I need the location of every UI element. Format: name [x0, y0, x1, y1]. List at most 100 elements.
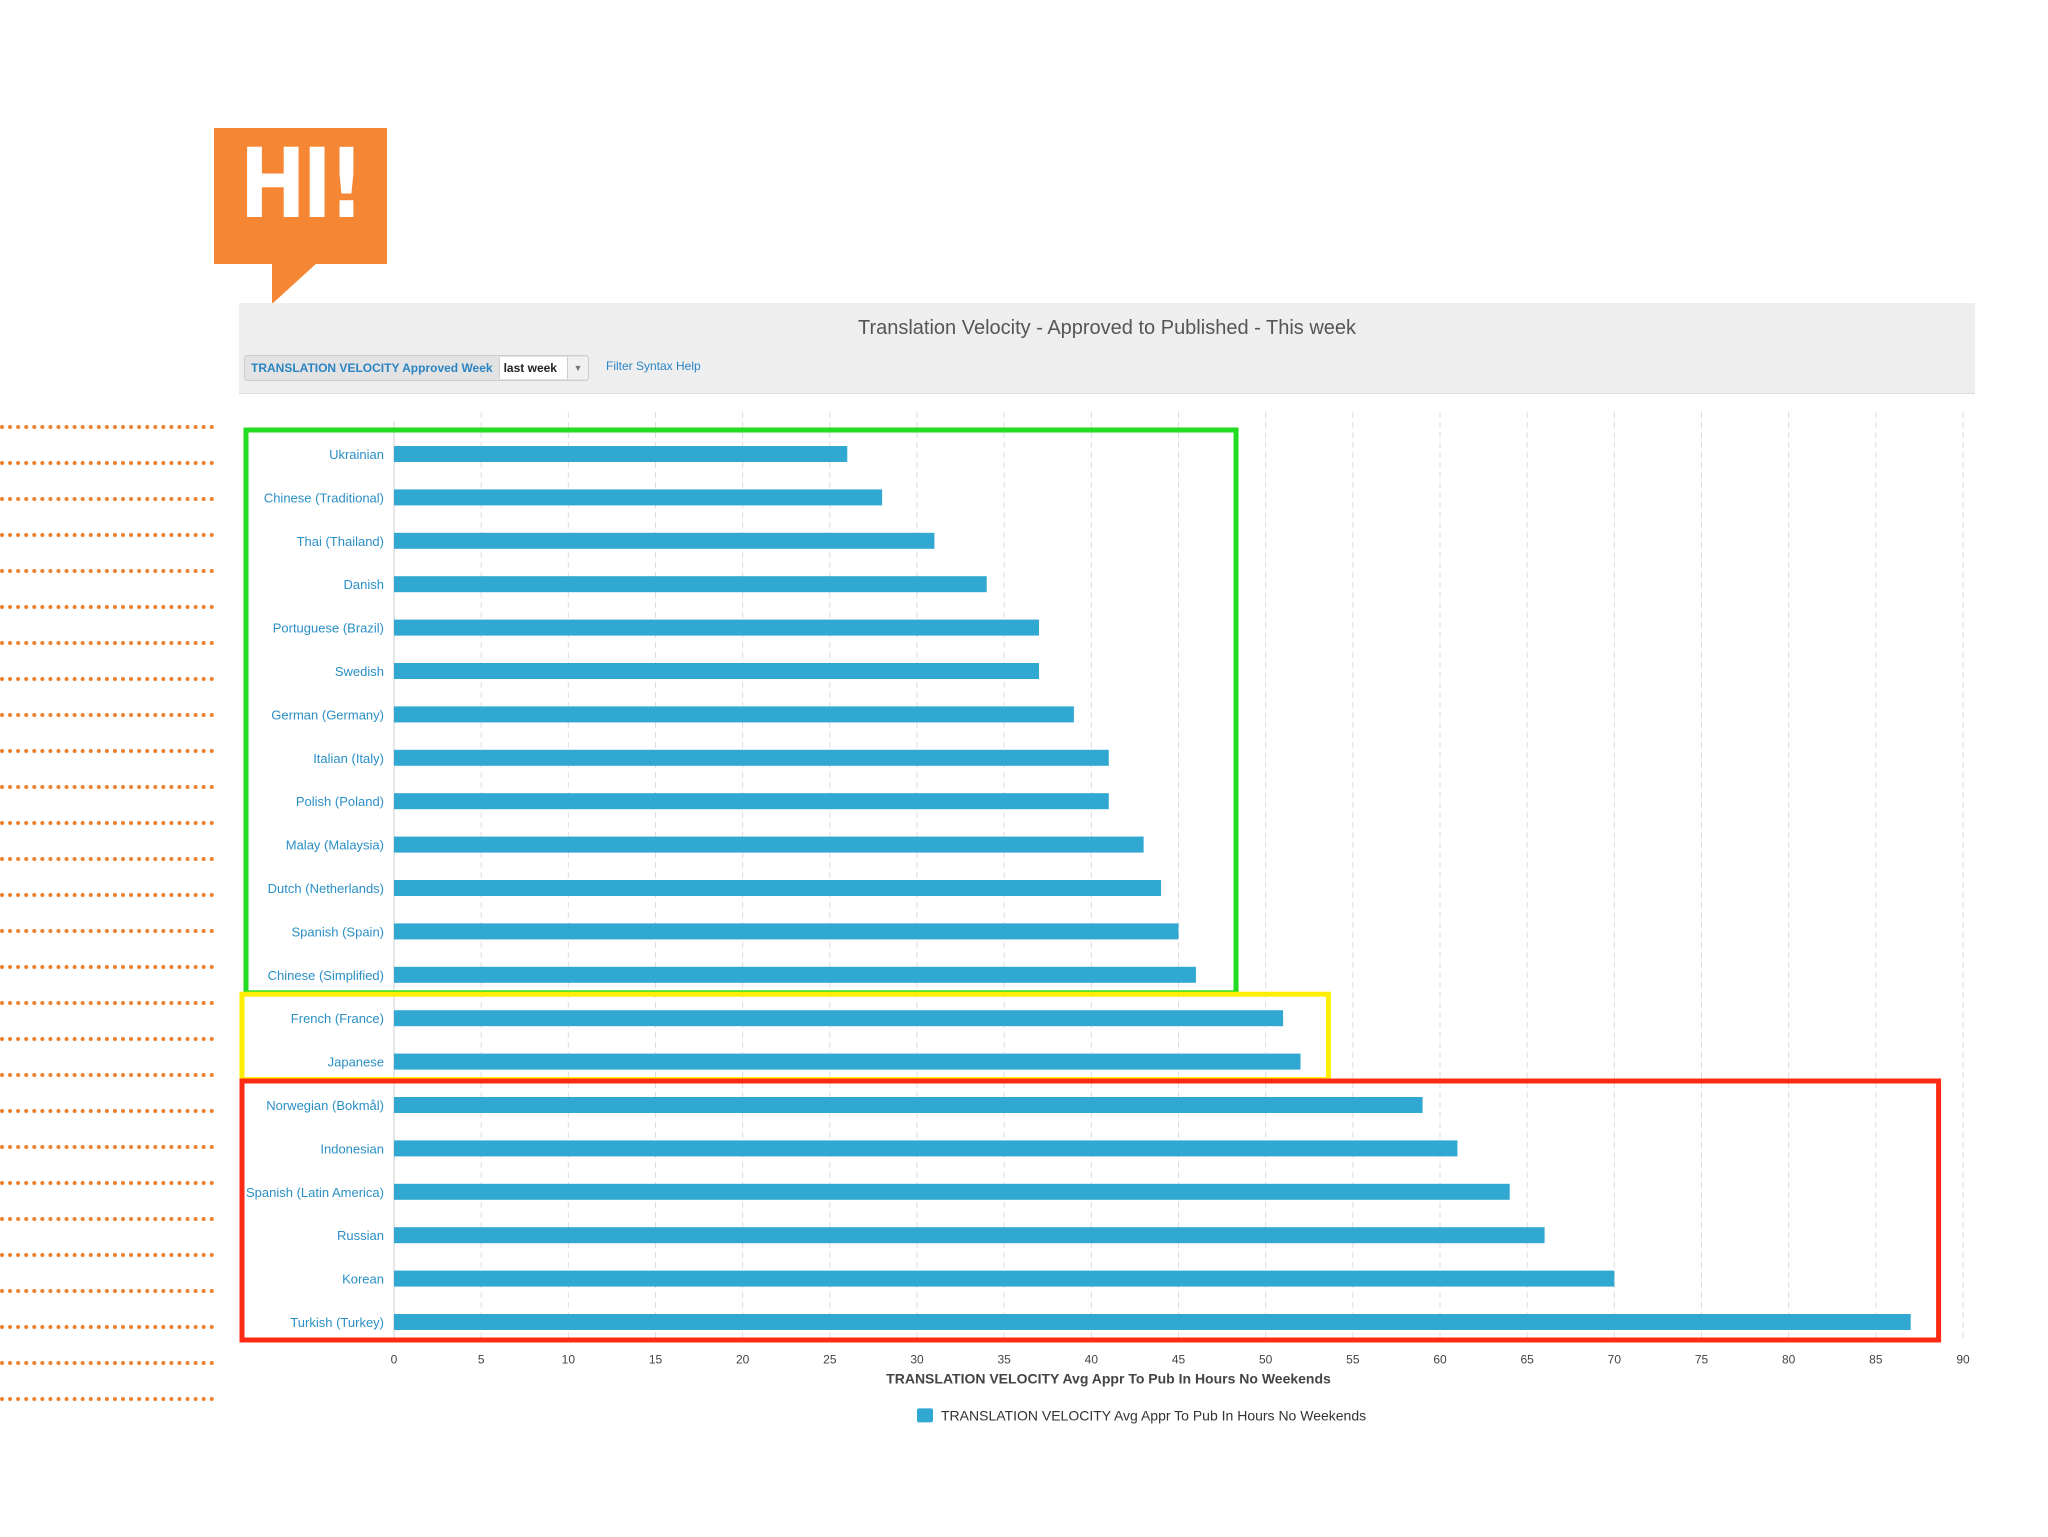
- x-tick-label: 10: [562, 1352, 576, 1366]
- chevron-down-icon[interactable]: ▼: [566, 357, 588, 379]
- x-tick-label: 80: [1782, 1352, 1796, 1366]
- x-tick-label: 85: [1869, 1352, 1883, 1366]
- x-tick-label: 15: [649, 1352, 663, 1366]
- x-tick-label: 5: [478, 1352, 485, 1366]
- legend-swatch: [917, 1408, 933, 1423]
- bar: [394, 532, 935, 549]
- x-tick-label: 35: [997, 1352, 1011, 1366]
- category-label: Danish: [344, 577, 384, 592]
- dotted-leader-line: [0, 1253, 214, 1257]
- dotted-leader-line: [0, 1109, 214, 1113]
- x-tick-label: 55: [1346, 1352, 1360, 1366]
- bar: [394, 446, 848, 462]
- dotted-leader-line: [0, 1037, 214, 1041]
- dotted-leader-line: [0, 1181, 214, 1185]
- dotted-leader-line: [0, 677, 214, 681]
- category-label: Italian (Italy): [313, 751, 384, 766]
- dotted-leader-line: [0, 713, 214, 717]
- bar: [394, 576, 987, 593]
- dotted-leader-line: [0, 929, 214, 933]
- filter-value-select[interactable]: last week: [498, 357, 567, 379]
- x-tick-label: 0: [391, 1352, 398, 1366]
- x-tick-label: 45: [1172, 1352, 1186, 1366]
- category-label: Korean: [342, 1272, 384, 1287]
- x-tick-label: 25: [823, 1352, 837, 1366]
- dotted-leader-line: [0, 893, 214, 897]
- dotted-leader-line: [0, 1073, 214, 1077]
- category-label: Thai (Thailand): [297, 534, 384, 549]
- category-label: Swedish: [335, 664, 384, 679]
- category-label: Chinese (Simplified): [268, 968, 384, 983]
- category-label: Russian: [337, 1228, 384, 1243]
- dotted-leader-line: [0, 461, 214, 465]
- dotted-leader-line: [0, 1361, 214, 1365]
- dotted-leader-line: [0, 1145, 214, 1149]
- filter-bar: TRANSLATION VELOCITY Approved Week last …: [244, 355, 589, 381]
- category-label: Chinese (Traditional): [264, 490, 384, 505]
- bar: [394, 1097, 1423, 1113]
- x-tick-label: 70: [1608, 1352, 1622, 1366]
- bar: [394, 1314, 1911, 1330]
- bar: [394, 1053, 1301, 1070]
- dotted-leader-lines: [0, 0, 216, 1537]
- dotted-leader-line: [0, 641, 214, 645]
- dotted-leader-line: [0, 533, 214, 537]
- bar: [394, 663, 1040, 679]
- bar: [394, 836, 1144, 853]
- bar: [394, 619, 1040, 636]
- speech-bubble-tail: [272, 262, 318, 304]
- hi-logo-text: HI!: [239, 128, 365, 240]
- category-label: Dutch (Netherlands): [268, 881, 384, 896]
- filter-label: TRANSLATION VELOCITY Approved Week: [251, 361, 493, 375]
- dotted-leader-line: [0, 1289, 214, 1293]
- x-tick-label: 60: [1433, 1352, 1447, 1366]
- x-tick-label: 75: [1695, 1352, 1709, 1366]
- dotted-leader-line: [0, 425, 214, 429]
- category-label: Japanese: [328, 1055, 384, 1070]
- bar: [394, 1010, 1284, 1027]
- x-tick-label: 50: [1259, 1352, 1273, 1366]
- dotted-leader-line: [0, 1325, 214, 1329]
- dotted-leader-line: [0, 1001, 214, 1005]
- category-label: Spanish (Spain): [292, 924, 385, 939]
- dotted-leader-line: [0, 965, 214, 969]
- bar: [394, 923, 1179, 940]
- bar: [394, 1270, 1615, 1287]
- x-tick-label: 30: [910, 1352, 924, 1366]
- x-tick-label: 90: [1956, 1352, 1970, 1366]
- x-tick-label: 20: [736, 1352, 750, 1366]
- category-label: Malay (Malaysia): [286, 838, 384, 853]
- dotted-leader-line: [0, 569, 214, 573]
- category-label: German (Germany): [271, 707, 384, 722]
- bar: [394, 793, 1109, 810]
- legend-label: TRANSLATION VELOCITY Avg Appr To Pub In …: [941, 1407, 1366, 1423]
- x-tick-label: 65: [1520, 1352, 1534, 1366]
- bar: [394, 1140, 1458, 1157]
- dotted-leader-line: [0, 785, 214, 789]
- category-label: Portuguese (Brazil): [273, 621, 384, 636]
- category-label: Ukrainian: [329, 447, 384, 462]
- dotted-leader-line: [0, 857, 214, 861]
- category-label: Polish (Poland): [296, 794, 384, 809]
- category-label: Turkish (Turkey): [290, 1315, 384, 1330]
- bar: [394, 489, 883, 506]
- dotted-leader-line: [0, 1397, 214, 1401]
- category-label: Indonesian: [320, 1141, 384, 1156]
- x-tick-label: 40: [1085, 1352, 1099, 1366]
- category-label: Norwegian (Bokmål): [266, 1098, 384, 1113]
- x-axis-title: TRANSLATION VELOCITY Avg Appr To Pub In …: [886, 1370, 1331, 1386]
- dotted-leader-line: [0, 821, 214, 825]
- chart-title: Translation Velocity - Approved to Publi…: [857, 317, 1357, 339]
- filter-syntax-help-link[interactable]: Filter Syntax Help: [606, 359, 701, 373]
- bar: [394, 966, 1196, 983]
- dotted-leader-line: [0, 497, 214, 501]
- dotted-leader-line: [0, 605, 214, 609]
- dotted-leader-line: [0, 1217, 214, 1221]
- bar: [394, 706, 1074, 723]
- bar: [394, 749, 1109, 766]
- category-label: French (France): [291, 1011, 384, 1026]
- highlight-box: [239, 1078, 1942, 1343]
- bar: [394, 1183, 1510, 1200]
- dotted-leader-line: [0, 749, 214, 753]
